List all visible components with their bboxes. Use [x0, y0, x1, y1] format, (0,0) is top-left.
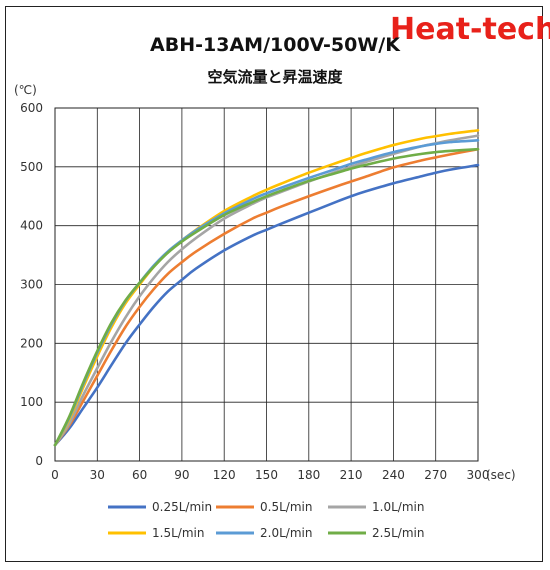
x-tick-label: 150: [255, 468, 278, 482]
legend-label: 0.5L/min: [260, 500, 312, 514]
series-line-0.5L/min: [53, 147, 480, 447]
x-tick-label: 300: [467, 468, 490, 482]
x-tick-label: 180: [297, 468, 320, 482]
x-tick-label: 120: [213, 468, 236, 482]
legend-label: 1.0L/min: [372, 500, 424, 514]
y-tick-label: 400: [20, 219, 43, 233]
series-line-1.0L/min: [53, 134, 480, 447]
legend-label: 1.5L/min: [152, 526, 204, 540]
chart-title: ABH-13AM/100V-50W/K: [150, 34, 400, 56]
series-line-2.5L/min: [53, 147, 480, 447]
y-tick-label: 0: [35, 454, 43, 468]
x-tick-label: 240: [382, 468, 405, 482]
x-tick-label: 210: [340, 468, 363, 482]
y-tick-label: 100: [20, 395, 43, 409]
brand-logo: Heat-tech: [390, 12, 550, 47]
x-tick-label: 0: [51, 468, 59, 482]
legend-label: 2.5L/min: [372, 526, 424, 540]
x-tick-label: 60: [132, 468, 147, 482]
y-tick-label: 500: [20, 160, 43, 174]
y-tick-label: 300: [20, 278, 43, 292]
x-axis-label: (sec): [486, 468, 516, 482]
x-tick-label: 270: [424, 468, 447, 482]
legend-label: 2.0L/min: [260, 526, 312, 540]
series-line-0.25L/min: [53, 163, 480, 447]
x-tick-label: 30: [90, 468, 105, 482]
chart-subtitle: 空気流量と昇温速度: [207, 68, 343, 86]
x-tick-label: 90: [174, 468, 189, 482]
legend-label: 0.25L/min: [152, 500, 212, 514]
series-line-1.5L/min: [53, 129, 480, 447]
y-tick-label: 600: [20, 101, 43, 115]
y-axis-label: (℃): [14, 83, 37, 97]
y-tick-label: 200: [20, 336, 43, 350]
